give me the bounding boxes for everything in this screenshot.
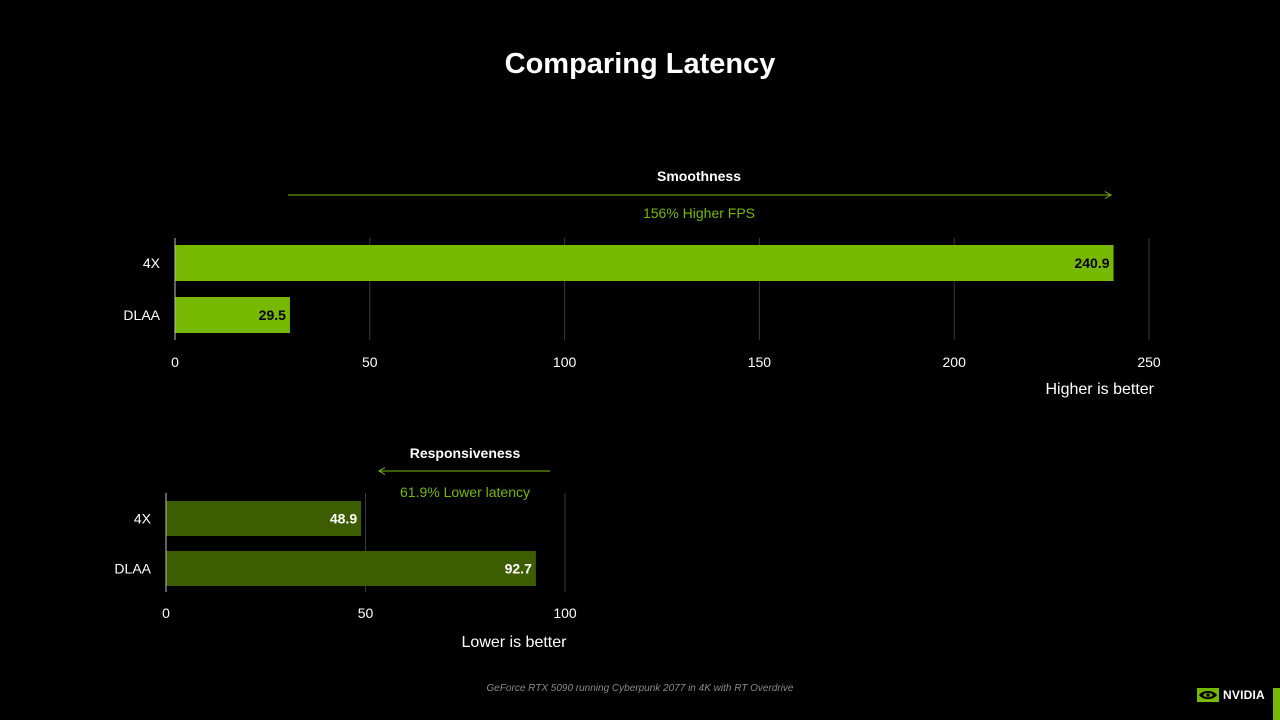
latency-bar-dlaa — [166, 551, 536, 586]
latency-category-label: DLAA — [114, 561, 151, 577]
latency-banner-title: Responsiveness — [410, 445, 521, 461]
accent-corner-bar — [1273, 688, 1280, 720]
latency-value-label: 48.9 — [330, 511, 357, 527]
latency-tick-label: 50 — [358, 605, 374, 621]
nvidia-eye-icon — [1197, 688, 1219, 702]
latency-category-label: 4X — [134, 511, 152, 527]
fps-category-label: 4X — [143, 255, 161, 271]
latency-arrow-head-icon — [378, 467, 386, 475]
latency-value-label: 92.7 — [505, 561, 532, 577]
logo-wordmark: NVIDIA — [1223, 688, 1265, 702]
fps-banner-title: Smoothness — [657, 168, 741, 184]
fps-bar-dlaa — [175, 297, 290, 333]
fps-note: Higher is better — [1046, 381, 1155, 398]
fps-banner-subtitle: 156% Higher FPS — [643, 205, 755, 221]
latency-bar-4x — [166, 501, 362, 536]
fps-value-label: 240.9 — [1074, 255, 1109, 271]
fps-value-label: 29.5 — [259, 307, 286, 323]
page-title: Comparing Latency — [504, 48, 776, 80]
fps-tick-label: 250 — [1137, 354, 1161, 370]
fps-tick-label: 0 — [171, 354, 179, 370]
latency-banner-subtitle: 61.9% Lower latency — [400, 484, 530, 500]
footnote: GeForce RTX 5090 running Cyberpunk 2077 … — [486, 683, 794, 694]
fps-category-label: DLAA — [123, 307, 160, 323]
latency-note: Lower is better — [462, 634, 568, 651]
fps-tick-label: 50 — [362, 354, 378, 370]
fps-tick-label: 150 — [748, 354, 772, 370]
latency-tick-label: 0 — [162, 605, 170, 621]
latency-tick-label: 100 — [553, 605, 577, 621]
fps-tick-label: 200 — [943, 354, 967, 370]
fps-arrow-head-icon — [1104, 191, 1112, 199]
fps-tick-label: 100 — [553, 354, 577, 370]
nvidia-logo: NVIDIA — [1197, 685, 1265, 705]
fps-bar-4x — [175, 245, 1114, 281]
